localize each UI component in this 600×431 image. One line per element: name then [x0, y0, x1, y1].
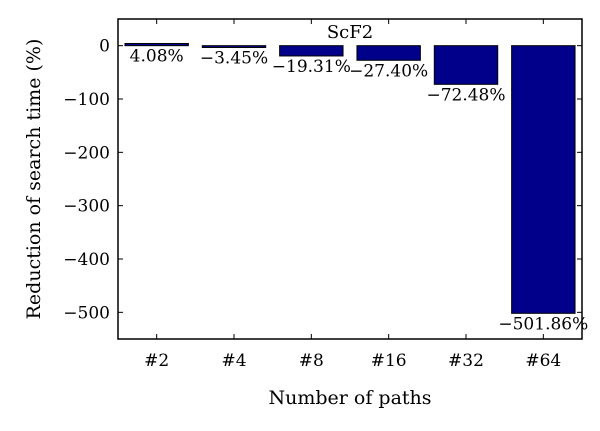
y-tick-label: 0: [99, 37, 110, 57]
bar-n16: [356, 45, 421, 61]
data-label-n64: −501.86%: [498, 314, 588, 334]
data-label-n32: −72.48%: [426, 85, 505, 105]
bar-n32: [433, 45, 499, 85]
y-tick-label: −300: [63, 197, 110, 217]
x-tick-label-n16: #16: [371, 351, 407, 371]
x-tick-label-n8: #8: [299, 351, 324, 371]
data-label-n2: 4.08%: [130, 47, 184, 67]
x-tick-label-n4: #4: [221, 351, 246, 371]
bar-n2: [124, 42, 189, 47]
x-axis-label: Number of paths: [268, 387, 431, 409]
data-label-n8: −19.31%: [272, 57, 351, 77]
y-tick-label: −500: [63, 303, 110, 323]
bar-n8: [279, 45, 344, 57]
x-tick-label-n2: #2: [144, 351, 169, 371]
bars-group: [124, 42, 576, 314]
y-axis-label: Reduction of search time (%): [23, 39, 45, 320]
x-axis: #2 #4 #8 #16 #32 #64: [144, 19, 561, 371]
plot-frame: [117, 18, 583, 340]
bar-n64: [511, 45, 576, 314]
data-label-n4: −3.45%: [200, 49, 268, 69]
chart-title: ScF2: [327, 22, 373, 43]
x-tick-label-n32: #32: [448, 351, 484, 371]
y-tick-label: −100: [63, 90, 110, 110]
y-tick-label: −200: [63, 143, 110, 163]
y-tick-label: −400: [63, 250, 110, 270]
bar-n4: [201, 45, 267, 49]
data-label-n16: −27.40%: [349, 61, 428, 81]
x-tick-label-n64: #64: [525, 351, 561, 371]
value-labels-group: 4.08% −3.45% −19.31%−27.40% −72.48% −501.86%: [130, 47, 589, 335]
y-axis: 0 −100 −200 −300 −400 −500: [63, 37, 582, 323]
